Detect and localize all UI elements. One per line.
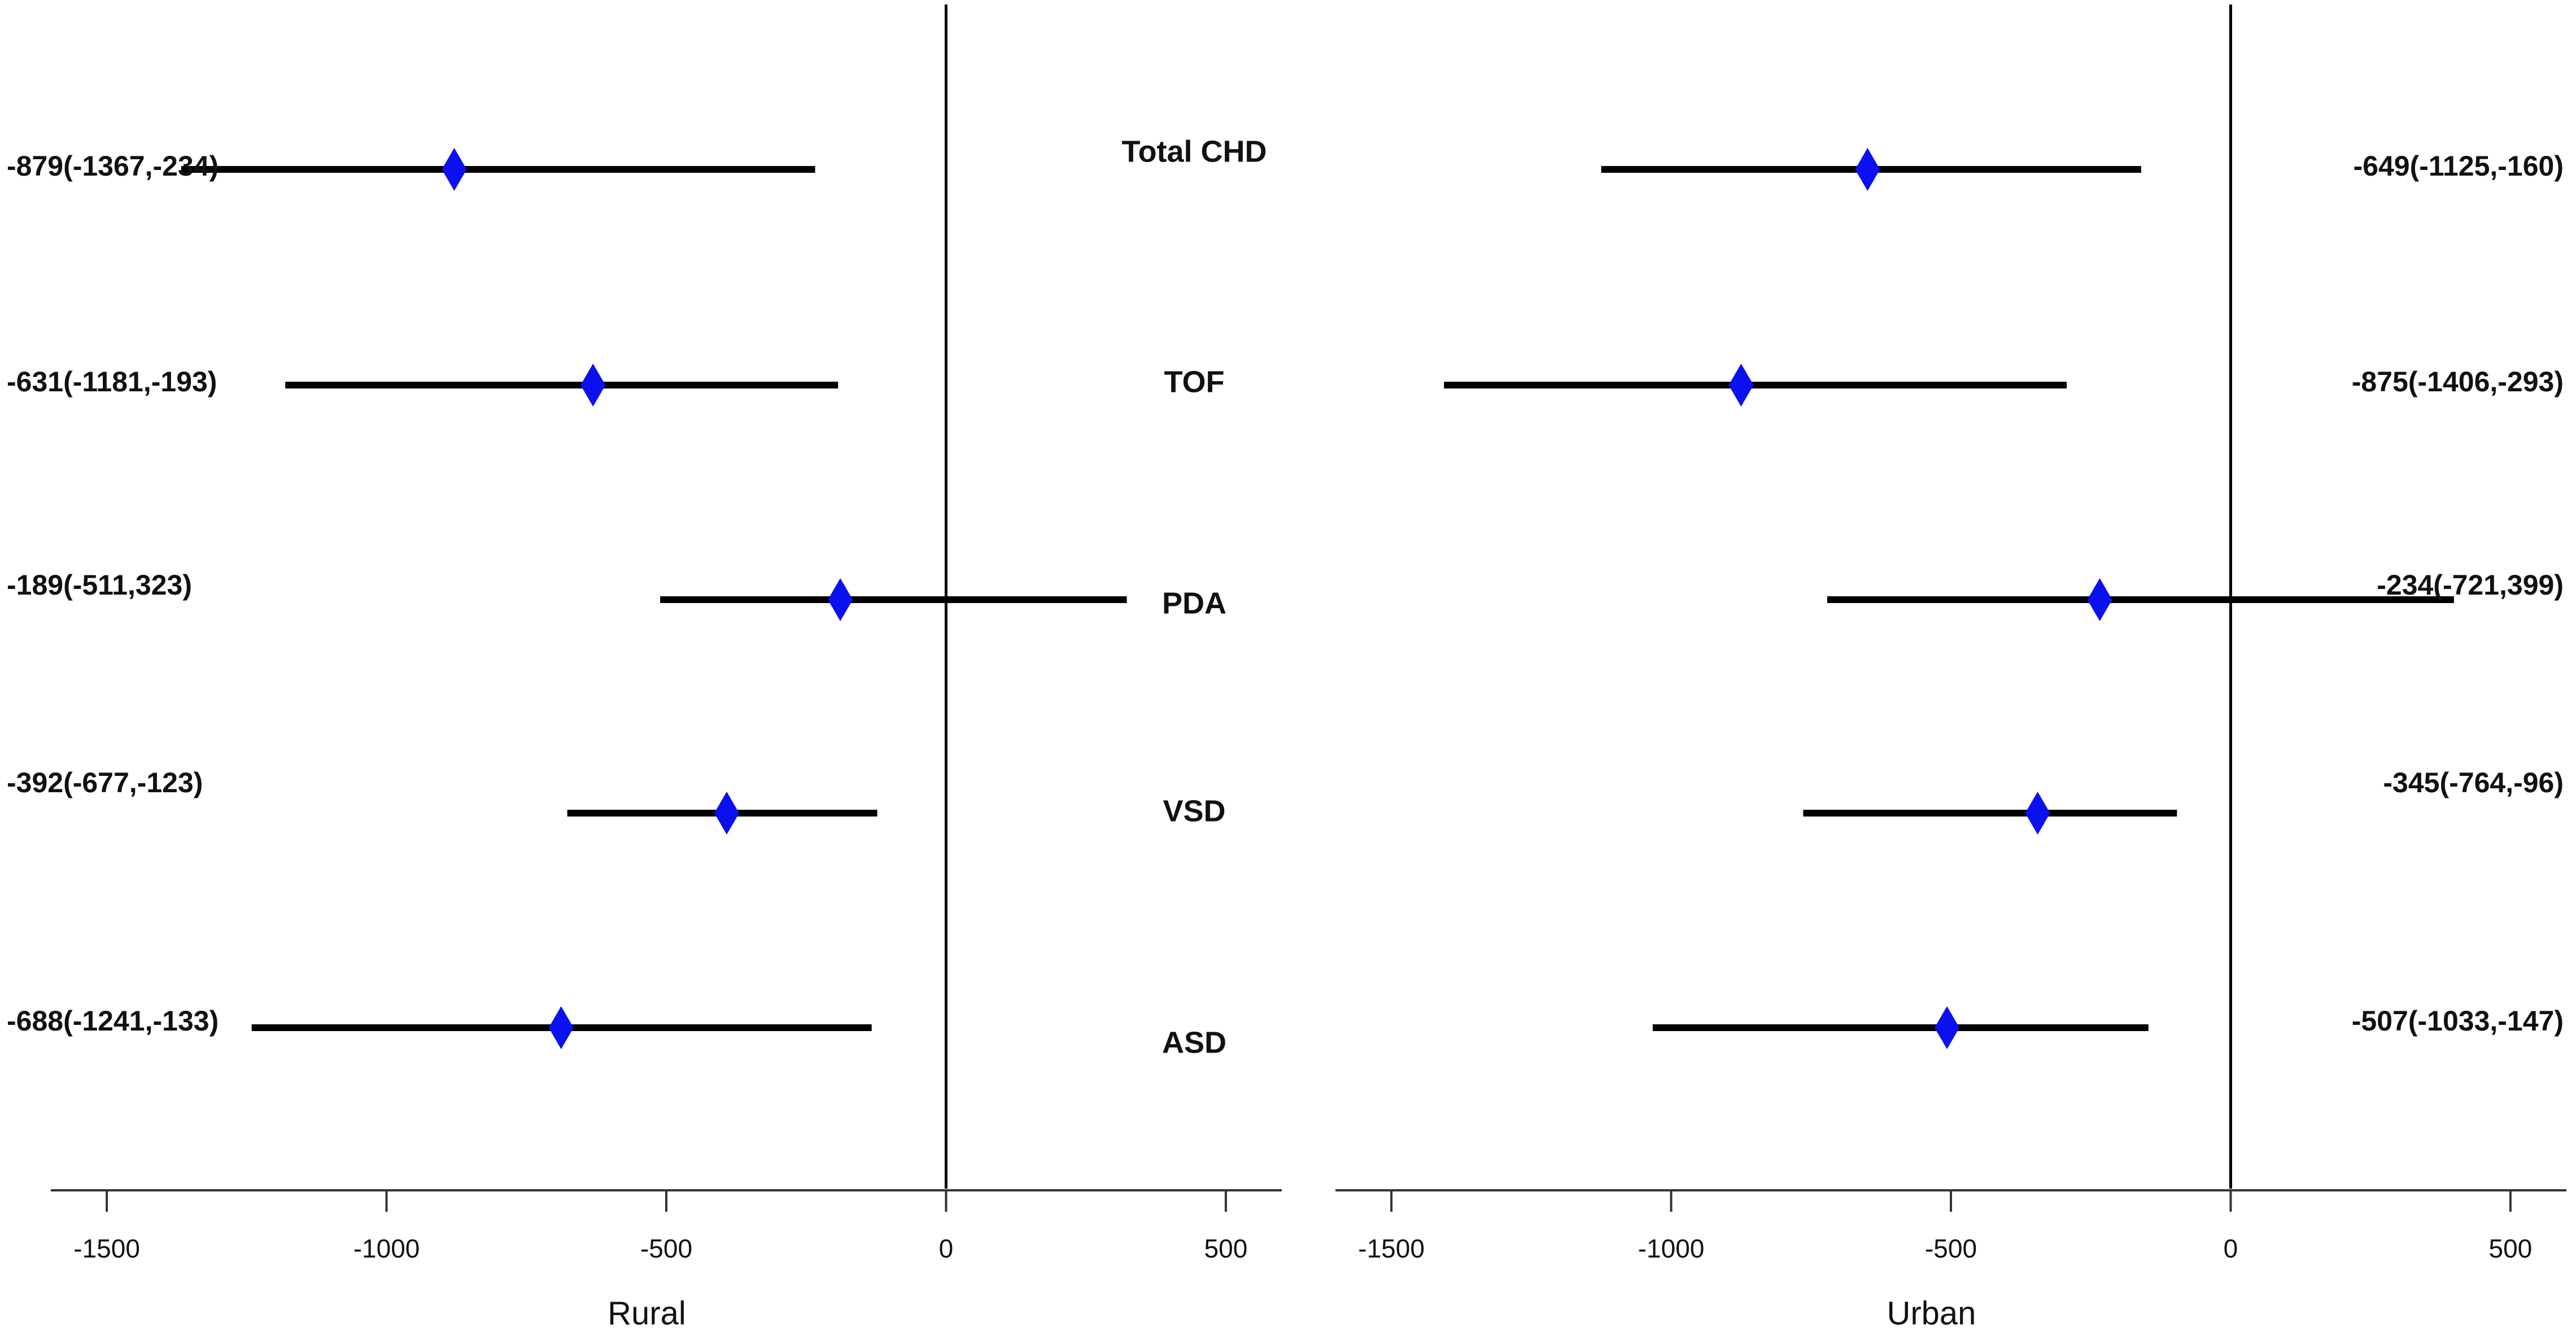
rural-x-tick-label-0: -1500 [73,1234,140,1263]
rural-estimate-marker-3 [714,792,740,835]
category-label-3: VSD [1163,794,1225,828]
urban-estimate-label-1: -875(-1406,-293) [2352,366,2564,398]
urban-estimate-label-2: -234(-721,399) [2377,569,2564,601]
plot-text-layer: Total CHD TOF PDA VSD ASD -1500 -1000 -500 0 500 R… [7,134,2564,1331]
urban-estimate-marker-0 [1855,148,1880,191]
urban-x-tick-label-1: -1000 [1638,1234,1705,1263]
urban-estimate-label-4: -507(-1033,-147) [2352,1005,2564,1037]
category-label-2: PDA [1162,586,1226,620]
urban-estimate-label-0: -649(-1125,-160) [2354,150,2564,182]
rural-estimate-label-0: -879(-1367,-234) [7,150,219,182]
urban-estimate-marker-3 [2025,792,2050,835]
urban-x-tick-label-3: 0 [2224,1234,2238,1263]
rural-estimate-marker-1 [580,364,606,407]
urban-x-axis-title: Urban [1887,1295,1976,1331]
plot-marks-layer [181,148,2454,1049]
rural-estimate-label-4: -688(-1241,-133) [7,1005,219,1037]
rural-estimate-label-1: -631(-1181,-193) [7,366,217,398]
rural-estimate-label-3: -392(-677,-123) [7,767,203,798]
category-label-1: TOF [1164,365,1225,399]
rural-x-tick-label-2: -500 [640,1234,692,1263]
urban-estimate-marker-1 [1728,364,1754,407]
rural-estimate-marker-0 [442,148,467,191]
urban-x-tick-label-0: -1500 [1358,1234,1425,1263]
urban-estimate-marker-4 [1935,1006,1960,1049]
rural-x-tick-label-1: -1000 [353,1234,420,1263]
rural-x-tick-label-4: 500 [1204,1234,1248,1263]
rural-estimate-label-2: -189(-511,323) [7,569,192,601]
urban-x-tick-label-4: 500 [2489,1234,2533,1263]
category-label-4: ASD [1162,1025,1226,1059]
rural-x-tick-label-3: 0 [939,1234,954,1263]
urban-x-tick-label-2: -500 [1925,1234,1977,1263]
rural-estimate-marker-4 [548,1006,574,1049]
category-label-0: Total CHD [1122,134,1267,168]
urban-estimate-marker-2 [2087,578,2112,621]
urban-estimate-label-3: -345(-764,-96) [2383,767,2564,798]
rural-x-axis-title: Rural [608,1295,686,1331]
rural-estimate-marker-2 [828,578,853,621]
